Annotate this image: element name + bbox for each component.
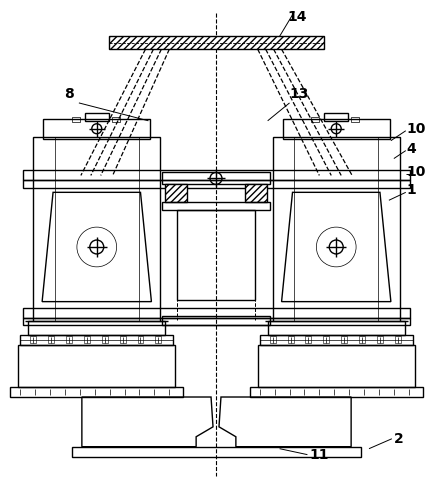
Text: 8: 8 <box>64 87 74 101</box>
Bar <box>84 336 90 344</box>
Bar <box>260 335 413 346</box>
Bar <box>359 336 365 344</box>
Text: 2: 2 <box>394 432 404 446</box>
Text: 1: 1 <box>407 183 417 197</box>
Bar <box>43 119 150 139</box>
Bar <box>138 336 143 344</box>
Bar <box>48 336 54 344</box>
Text: 13: 13 <box>290 87 309 101</box>
Bar <box>268 322 405 335</box>
Bar <box>311 117 319 122</box>
Bar <box>245 184 267 202</box>
Bar <box>72 447 361 457</box>
Bar <box>324 113 348 121</box>
Bar <box>20 335 173 346</box>
Bar <box>23 181 410 188</box>
Bar <box>283 119 390 139</box>
Bar <box>66 336 72 344</box>
Bar <box>120 336 126 344</box>
Bar <box>288 336 294 344</box>
Text: 14: 14 <box>288 9 307 23</box>
Bar <box>18 346 175 387</box>
Bar <box>85 113 109 121</box>
Bar <box>30 336 36 344</box>
Bar <box>23 170 410 181</box>
Bar <box>395 336 401 344</box>
Bar <box>23 318 410 325</box>
Text: 10: 10 <box>407 122 426 136</box>
Text: 11: 11 <box>310 447 329 462</box>
Bar <box>72 117 80 122</box>
Bar <box>270 336 276 344</box>
Bar <box>112 117 120 122</box>
Bar <box>273 137 400 322</box>
Bar <box>305 336 311 344</box>
Bar <box>165 184 187 202</box>
Bar <box>162 172 270 184</box>
Bar <box>258 346 415 387</box>
Bar <box>177 210 255 300</box>
Bar <box>155 336 162 344</box>
Bar <box>323 336 329 344</box>
Bar <box>162 202 270 210</box>
Bar <box>250 387 423 397</box>
Bar <box>10 387 183 397</box>
Bar <box>109 36 324 49</box>
Bar <box>33 137 160 322</box>
Bar <box>28 322 165 335</box>
Bar <box>377 336 383 344</box>
Bar <box>102 336 108 344</box>
Text: 4: 4 <box>407 142 417 156</box>
Text: 10: 10 <box>407 165 426 180</box>
Bar <box>341 336 347 344</box>
Bar <box>351 117 359 122</box>
Bar <box>23 307 410 318</box>
Bar <box>162 316 270 325</box>
